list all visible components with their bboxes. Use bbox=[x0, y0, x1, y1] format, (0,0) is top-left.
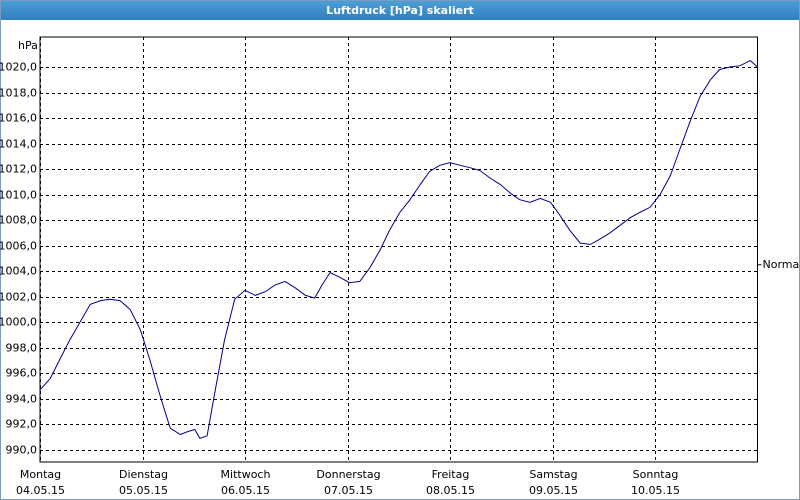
x-tick-label: Dienstag bbox=[119, 468, 168, 481]
x-tick-label: Sonntag bbox=[633, 468, 679, 481]
x-tick-date: 06.05.15 bbox=[221, 484, 270, 497]
y-tick-label: 1010,0 bbox=[0, 189, 37, 202]
x-tick-date: 09.05.15 bbox=[529, 484, 578, 497]
y-tick-label: 996,0 bbox=[6, 367, 38, 380]
x-tick-date: 08.05.15 bbox=[426, 484, 475, 497]
x-tick-date: 04.05.15 bbox=[16, 484, 65, 497]
reference-label: Normal bbox=[763, 258, 800, 271]
y-tick-label: 1014,0 bbox=[0, 138, 37, 151]
y-tick-label: 1018,0 bbox=[0, 87, 37, 100]
y-tick-label: 1000,0 bbox=[0, 316, 37, 329]
y-tick-label: 1020,0 bbox=[0, 61, 37, 74]
chart-title: Luftdruck [hPa] skaliert bbox=[326, 4, 474, 17]
y-tick-label: 994,0 bbox=[6, 393, 38, 406]
y-unit: hPa bbox=[18, 39, 38, 52]
y-tick-label: 1012,0 bbox=[0, 163, 37, 176]
plot-frame bbox=[39, 36, 758, 463]
x-tick-date: 07.05.15 bbox=[324, 484, 373, 497]
x-tick-label: Samstag bbox=[529, 468, 577, 481]
x-tick-date: 10.05.15 bbox=[631, 484, 680, 497]
title-bar bbox=[1, 1, 799, 20]
y-tick-label: 1008,0 bbox=[0, 214, 37, 227]
y-tick-label: 990,0 bbox=[6, 444, 38, 457]
y-tick-label: 1002,0 bbox=[0, 291, 37, 304]
y-tick-label: 1016,0 bbox=[0, 112, 37, 125]
x-tick-date: 05.05.15 bbox=[119, 484, 168, 497]
x-tick-label: Mittwoch bbox=[221, 468, 271, 481]
y-tick-label: 1004,0 bbox=[0, 265, 37, 278]
data-line bbox=[39, 60, 758, 440]
y-tick-label: 992,0 bbox=[6, 418, 38, 431]
x-tick-label: Montag bbox=[20, 468, 61, 481]
x-tick-label: Freitag bbox=[432, 468, 470, 481]
y-tick-label: 998,0 bbox=[6, 342, 38, 355]
y-tick-label: 1006,0 bbox=[0, 240, 37, 253]
x-tick-label: Donnerstag bbox=[316, 468, 380, 481]
